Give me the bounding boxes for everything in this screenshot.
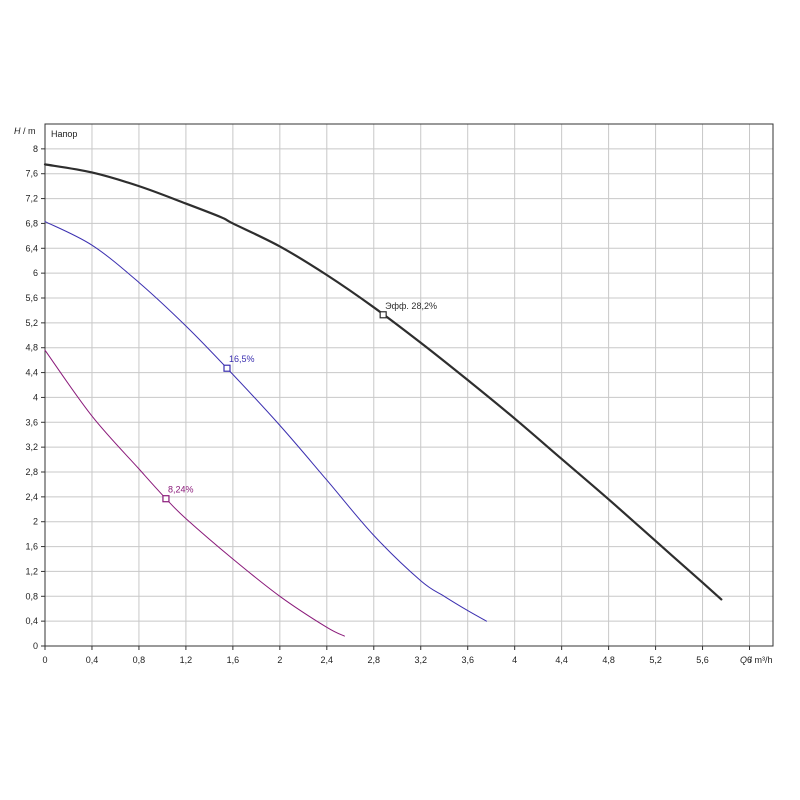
y-tick-label: 4,8 xyxy=(25,343,38,353)
series-line-0 xyxy=(43,163,723,601)
x-tick-label: 0 xyxy=(42,655,47,665)
y-tick-label: 7,2 xyxy=(25,194,38,204)
x-axis-title: Q / m³/h xyxy=(740,655,773,665)
y-tick-label: 6 xyxy=(33,268,38,278)
series-marker-label-1: 16,5% xyxy=(229,354,255,364)
grid xyxy=(45,124,773,646)
y-tick-label: 3,6 xyxy=(25,417,38,427)
y-tick-label: 2,4 xyxy=(25,492,38,502)
y-axis-ticks: 0 0,4 0,8 1,2 1,6 2 2,4 2,8 3,2 3,6 4 4,4 4,8 5,2 5,6 6… xyxy=(25,144,45,651)
y-tick-label: 4 xyxy=(33,392,38,402)
y-tick-label: 0,4 xyxy=(25,616,38,626)
x-tick-label: 2,4 xyxy=(321,655,334,665)
y-tick-label: 5,2 xyxy=(25,318,38,328)
x-tick-label: 4,8 xyxy=(602,655,615,665)
y-tick-label: 0 xyxy=(33,641,38,651)
series-marker-label-2: 8,24% xyxy=(168,485,194,495)
x-tick-label: 0,4 xyxy=(86,655,99,665)
plot-frame xyxy=(44,123,774,647)
series-marker-label-0: Эфф. 28,2% xyxy=(385,301,437,311)
y-tick-label: 7,6 xyxy=(25,169,38,179)
y-tick-label: 1,2 xyxy=(25,566,38,576)
y-tick-label: 6,4 xyxy=(25,243,38,253)
y-axis-symbol: H xyxy=(14,126,21,136)
x-tick-label: 4 xyxy=(512,655,517,665)
series-marker-0 xyxy=(379,311,387,319)
x-tick-label: 5,2 xyxy=(649,655,662,665)
x-tick-label: 1,6 xyxy=(227,655,240,665)
series-line-1 xyxy=(44,221,487,622)
series-line-2 xyxy=(44,349,345,637)
x-tick-label: 2 xyxy=(277,655,282,665)
y-tick-label: 0,8 xyxy=(25,591,38,601)
series-marker-2 xyxy=(162,495,170,503)
y-axis-unit: / m xyxy=(21,126,36,136)
y-tick-label: 4,4 xyxy=(25,368,38,378)
x-tick-label: 4,4 xyxy=(555,655,568,665)
y-tick-label: 3,2 xyxy=(25,442,38,452)
y-tick-label: 8 xyxy=(33,144,38,154)
x-tick-label: 1,2 xyxy=(180,655,193,665)
panel-title: Напор xyxy=(51,129,77,139)
y-tick-label: 2,8 xyxy=(25,467,38,477)
series-group: Эфф. 28,2% 16,5% 8,24% xyxy=(43,163,723,637)
series-marker-1 xyxy=(223,364,231,372)
y-tick-label: 6,8 xyxy=(25,218,38,228)
x-tick-label: 0,8 xyxy=(133,655,146,665)
x-tick-label: 3,6 xyxy=(461,655,474,665)
x-axis-symbol: Q xyxy=(740,655,747,665)
x-axis-unit: / m³/h xyxy=(747,655,773,665)
x-tick-label: 6 xyxy=(747,655,752,665)
x-tick-label: 3,2 xyxy=(414,655,427,665)
x-axis-ticks: 0 0,4 0,8 1,2 1,6 2 2,4 2,8 3,2 3,6 4 4,4 4,8 5,2 5,6 6 xyxy=(42,646,752,665)
y-tick-label: 5,6 xyxy=(25,293,38,303)
y-tick-label: 2 xyxy=(33,517,38,527)
y-axis-title: H / m xyxy=(14,126,36,136)
y-tick-label: 1,6 xyxy=(25,542,38,552)
x-tick-label: 2,8 xyxy=(368,655,381,665)
x-tick-label: 5,6 xyxy=(696,655,709,665)
